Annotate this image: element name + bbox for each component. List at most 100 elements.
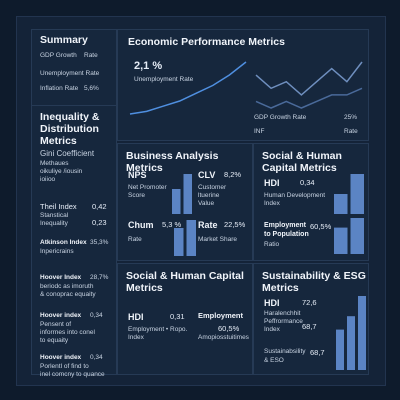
social1-hdi-bar-chart (334, 174, 364, 214)
hoover1-sub2: & conoprac equaity (40, 291, 96, 298)
bar-2 (358, 296, 366, 370)
social-panel-1: Social & Human Capital Metrics HDI 0,34 … (253, 143, 369, 261)
sustain-hdi-sub1: Haralenchhit (264, 310, 301, 317)
social1-hdi-sub2: Index (264, 200, 280, 207)
gdp-growth-value: 25% (344, 114, 358, 121)
rate-label: Rate (198, 220, 218, 230)
nps-sub2: Score (128, 192, 145, 199)
sustain-sust-value: 68,7 (310, 348, 325, 357)
sustain-hdi-sub2: Peffrormance (264, 318, 303, 325)
social2-emp-label: Employment (198, 311, 244, 320)
summary-title: Summary (40, 34, 88, 46)
summary-gdp: GDP Growth (40, 52, 77, 59)
clv-label: CLV (198, 170, 216, 180)
sustain-sust-label: Sustainabsility (264, 348, 306, 355)
social1-emp-label1: Employment (264, 222, 307, 229)
series-line-1 (255, 87, 363, 109)
gini-sub1: Methaues (40, 160, 69, 167)
theil-label: Theil Index (40, 202, 77, 211)
summary-gdp-rate: Rate (84, 52, 98, 59)
hoover1-value: 28,7% (90, 274, 109, 281)
sustain-hdi-sub3: Index (264, 326, 280, 333)
hoover1-label: Hoover Index (40, 274, 82, 281)
business-title: Business Analysis Metrics (126, 150, 219, 174)
theil-value: 0,42 (92, 202, 107, 211)
atkinson-value: 35,3% (90, 239, 109, 246)
inequality-panel: Inequality & Distribution Metrics Gini C… (31, 105, 117, 378)
churn-label: Chum (128, 220, 154, 230)
hoover2-sub2: inforrnes into conel (40, 329, 95, 336)
hoover2-sub1: Pensent of (40, 321, 72, 328)
sustain-sust-sub: & ESO (264, 357, 284, 364)
social2-hdi-sub1: Employment • Ropo. (128, 326, 188, 333)
social1-hdi-sub1: Human Development (264, 192, 326, 199)
clv-value: 8,2% (224, 170, 242, 179)
bar-1 (186, 220, 196, 256)
sustain-title: Sustainability & ESG Metrics (262, 270, 366, 294)
hoover2-sub3: to equaity (40, 337, 69, 344)
economic-line-chart-2 (255, 61, 363, 109)
social1-hdi-label: HDI (264, 178, 280, 188)
churn-bar-chart (174, 220, 196, 256)
gini-label: Gini Coefficient (40, 149, 95, 158)
social1-emp-value: 60,5% (310, 222, 332, 231)
economic-title: Economic Performance Metrics (128, 36, 285, 48)
rate-value: 22,5% (224, 220, 246, 229)
economic-big-label: Unemployment Rate (134, 76, 194, 83)
clv-sub2: ltuerine (198, 192, 220, 199)
gdp-growth-label: GDP Growth Rate (254, 114, 307, 121)
atkinson-sub: Inpericrains (40, 248, 74, 255)
bar-1 (347, 316, 355, 370)
sustain-hdi-value2: 68,7 (302, 322, 317, 331)
hoover2-value: 0,34 (90, 312, 103, 319)
bar-1 (183, 174, 192, 214)
social1-emp-bar-chart (334, 218, 364, 254)
hoover3-label: Hoover index (40, 354, 82, 361)
hoover3-sub1: Porlentl of find to (40, 363, 89, 370)
economic-big-value: 2,1 % (134, 60, 163, 72)
economic-panel: Economic Performance Metrics 2,1 % Unemp… (117, 29, 369, 141)
theil-sub2: Inequality (40, 220, 68, 227)
sustain-bar-chart (336, 296, 366, 370)
social1-title: Social & Human Capital Metrics (262, 150, 342, 174)
hoover3-sub2: inel comcny to quance (40, 371, 105, 378)
social2-title: Social & Human Capital Metrics (126, 270, 244, 294)
summary-unemployment: Unemployment Rate (40, 70, 100, 77)
series-line-0 (129, 61, 247, 115)
summary-inflation: Inflation Rate (40, 85, 79, 92)
rate-sub: Market Share (198, 236, 238, 243)
social2-emp-sub: Amopiosstuitimes (198, 334, 249, 341)
theil-value2: 0,23 (92, 218, 107, 227)
nps-label: NPS (128, 170, 147, 180)
bar-0 (336, 329, 344, 370)
hoover3-value: 0,34 (90, 354, 103, 361)
dashboard-frame: Summary GDP Growth Rate Unemployment Rat… (16, 16, 386, 386)
bar-0 (172, 189, 181, 214)
series-line-0 (255, 61, 363, 96)
sustain-hdi-label: HDI (264, 298, 280, 308)
bar-0 (334, 194, 348, 214)
theil-sub: Stanstical (40, 212, 69, 219)
bar-0 (174, 228, 184, 256)
sustain-hdi-value: 72,6 (302, 298, 317, 307)
inequality-title: Inequality & Distribution Metrics (40, 111, 100, 147)
atkinson-label: Atkinson Index (40, 239, 87, 246)
nps-bar-chart (172, 174, 192, 214)
social-panel-2: Social & Human Capital Metrics HDI 0,31 … (117, 263, 253, 375)
social2-emp-value: 60,5% (218, 324, 240, 333)
social1-hdi-value: 0,34 (300, 178, 315, 187)
social2-hdi-value: 0,31 (170, 312, 185, 321)
bar-0 (334, 227, 348, 254)
summary-inflation-value: 5,6% (84, 85, 99, 92)
inf-label: INF (254, 128, 265, 135)
clv-sub1: Customer (198, 184, 227, 191)
social1-emp-label2: to Population (264, 231, 309, 238)
business-panel: Business Analysis Metrics NPS Net Promot… (117, 143, 253, 261)
social1-emp-sub: Ratio (264, 241, 280, 248)
social2-hdi-sub2: Index (128, 334, 144, 341)
bar-1 (350, 174, 364, 214)
churn-sub: Rate (128, 236, 142, 243)
inf-rate: Rate (344, 128, 358, 135)
bar-1 (350, 218, 364, 254)
hoover1-sub1: beriodc as imoruth (40, 283, 94, 290)
